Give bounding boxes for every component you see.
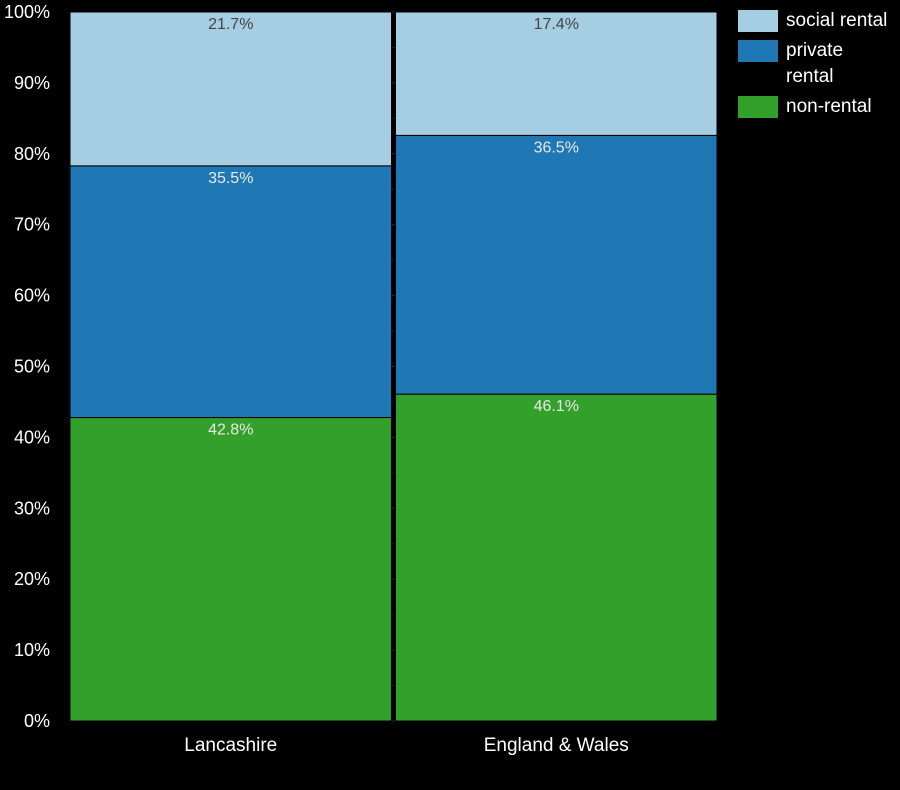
x-category-label: Lancashire bbox=[184, 735, 277, 756]
legend-item-non-rental: non-rental bbox=[738, 96, 900, 120]
data-label: 17.4% bbox=[534, 16, 579, 33]
bar-stacks bbox=[69, 11, 718, 722]
y-tick-label: 0% bbox=[24, 711, 50, 731]
y-tick-label: 40% bbox=[14, 427, 50, 447]
bar-segment bbox=[69, 165, 392, 419]
y-tick-label: 20% bbox=[14, 569, 50, 589]
legend-swatch-social-rental bbox=[738, 10, 778, 32]
data-label: 46.1% bbox=[534, 398, 579, 415]
legend-item-private-rental: private rental bbox=[738, 40, 900, 90]
y-tick-label: 100% bbox=[4, 2, 50, 22]
legend-swatch-non-rental bbox=[738, 96, 778, 118]
legend-label-social-rental: social rental bbox=[786, 10, 888, 31]
y-tick-label: 30% bbox=[14, 498, 50, 518]
legend-label-private-rental: private rental bbox=[786, 40, 844, 87]
y-tick-label: 60% bbox=[14, 286, 50, 306]
bar-segment bbox=[395, 393, 718, 722]
data-label: 35.5% bbox=[208, 170, 253, 187]
data-label: 36.5% bbox=[534, 139, 579, 156]
legend-swatch-private-rental bbox=[738, 40, 778, 62]
x-category-label: England & Wales bbox=[484, 735, 629, 756]
y-axis-ticks: 0% 10% 20% 30% 40% 50% 60% 70% 80% 90% 100% bbox=[4, 2, 50, 731]
legend-label-non-rental: non-rental bbox=[786, 96, 872, 117]
y-tick-label: 80% bbox=[14, 144, 50, 164]
y-tick-label: 10% bbox=[14, 640, 50, 660]
y-tick-label: 70% bbox=[14, 215, 50, 235]
data-label: 21.7% bbox=[208, 16, 253, 33]
x-axis-labels: Lancashire England & Wales bbox=[184, 735, 629, 756]
data-labels: 42.8% 35.5% 21.7% 46.1% 36.5% 17.4% bbox=[208, 16, 579, 439]
y-tick-label: 90% bbox=[14, 73, 50, 93]
legend: social rental private rental non-rental bbox=[738, 10, 900, 126]
y-tick-label: 50% bbox=[14, 357, 50, 377]
data-label: 42.8% bbox=[208, 422, 253, 439]
bar-segment bbox=[69, 11, 392, 167]
bar-segment bbox=[395, 134, 718, 395]
legend-item-social-rental: social rental bbox=[738, 10, 900, 34]
bar-segment bbox=[69, 417, 392, 722]
bar-segment bbox=[395, 11, 718, 136]
